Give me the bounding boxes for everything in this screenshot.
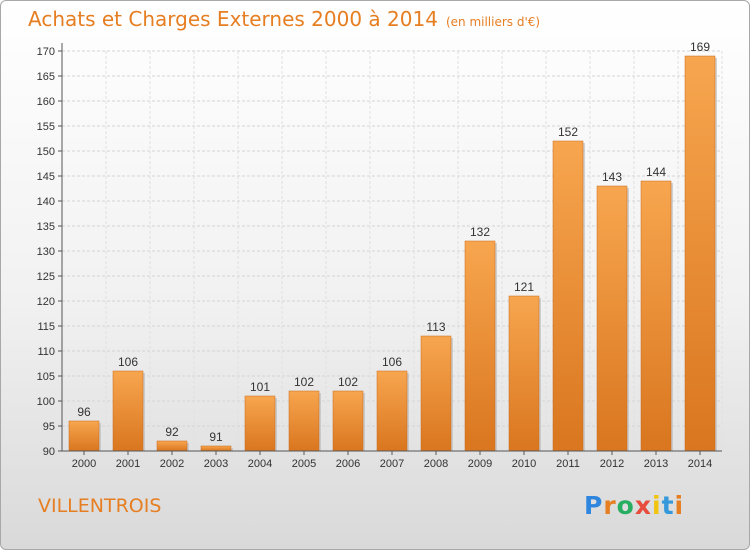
data-label-2014: 169 xyxy=(690,40,710,54)
bar-2010 xyxy=(508,295,540,452)
x-tick-label-2001: 2001 xyxy=(116,458,140,470)
y-tick-label: 160 xyxy=(37,96,55,108)
y-tick-label: 135 xyxy=(37,221,55,233)
logo-letter: i xyxy=(674,491,685,520)
x-tick-label-2008: 2008 xyxy=(424,458,448,470)
bar-2012 xyxy=(596,185,628,452)
data-label-2002: 92 xyxy=(165,425,179,439)
y-tick-label: 125 xyxy=(37,271,55,283)
x-tick-label-2013: 2013 xyxy=(644,458,668,470)
x-tick-label-2009: 2009 xyxy=(468,458,492,470)
logo-letter: t xyxy=(661,491,675,520)
y-tick-label: 95 xyxy=(43,421,55,433)
chart-title-text: Achats et Charges Externes 2000 à 2014 xyxy=(28,7,438,31)
bar-2011 xyxy=(552,140,584,452)
logo-letter: i xyxy=(652,491,662,520)
data-label-2009: 132 xyxy=(470,225,490,239)
axes: 90 95 100 105 110 115 120 125 130 135 140 145 150 155… xyxy=(37,43,722,470)
y-tick-label: 115 xyxy=(37,321,55,333)
x-tick-label-2010: 2010 xyxy=(512,458,536,470)
chart-unit: (en milliers d'€) xyxy=(445,15,541,29)
bar-2001 xyxy=(112,370,144,452)
data-label-2008: 113 xyxy=(426,320,445,334)
y-tick-label: 140 xyxy=(37,196,55,208)
bar-2014 xyxy=(684,55,716,452)
bars xyxy=(68,55,717,452)
y-tick-label: 105 xyxy=(37,371,55,383)
x-tick-label-2007: 2007 xyxy=(380,458,404,470)
x-tick-label-2002: 2002 xyxy=(160,458,184,470)
bar-2013 xyxy=(640,180,672,452)
bar-2003 xyxy=(200,445,232,452)
data-label-2006: 102 xyxy=(338,375,358,389)
data-label-2005: 102 xyxy=(294,375,314,389)
logo-letter: x xyxy=(634,491,652,520)
bar-2008 xyxy=(420,335,452,452)
logo-letter: r xyxy=(603,491,617,520)
data-label-2001: 106 xyxy=(118,355,138,369)
bar-2004 xyxy=(244,395,276,452)
x-tick-label-2006: 2006 xyxy=(336,458,360,470)
data-label-2011: 152 xyxy=(558,125,578,139)
data-label-2012: 143 xyxy=(602,170,622,184)
y-tick-label: 150 xyxy=(37,146,55,158)
chart-title: Achats et Charges Externes 2000 à 2014 (e… xyxy=(28,7,540,31)
x-tick-label-2003: 2003 xyxy=(204,458,228,470)
bar-2000 xyxy=(68,420,100,452)
logo-letter: o xyxy=(616,491,635,520)
bar-2006 xyxy=(332,390,364,452)
x-tick-label-2005: 2005 xyxy=(292,458,316,470)
y-tick-label: 155 xyxy=(37,121,55,133)
y-tick-label: 165 xyxy=(37,71,55,83)
x-tick-label-2011: 2011 xyxy=(556,458,580,470)
x-tick-label-2004: 2004 xyxy=(248,458,272,470)
data-label-2004: 101 xyxy=(250,380,270,394)
data-label-2003: 91 xyxy=(209,430,223,444)
y-tick-label: 170 xyxy=(37,46,55,58)
y-tick-label: 145 xyxy=(37,171,55,183)
data-label-2007: 106 xyxy=(382,355,402,369)
y-tick-label: 110 xyxy=(37,346,55,358)
y-tick-label: 120 xyxy=(37,296,55,308)
y-tick-label: 130 xyxy=(37,246,55,258)
y-tick-label: 90 xyxy=(43,446,55,458)
data-labels: 96 106 92 91 101 102 102 106 113 132 121 152 143 144 1… xyxy=(77,40,710,444)
data-label-2010: 121 xyxy=(514,280,534,294)
logo-letter: P xyxy=(584,491,604,520)
x-tick-label-2014: 2014 xyxy=(688,458,712,470)
proxiti-logo: Proxiti xyxy=(584,491,684,520)
bar-2007 xyxy=(376,370,408,452)
y-tick-label: 100 xyxy=(37,396,55,408)
bar-2002 xyxy=(156,440,188,452)
x-tick-label-2012: 2012 xyxy=(600,458,624,470)
bar-2009 xyxy=(464,240,496,452)
data-label-2013: 144 xyxy=(646,165,666,179)
data-label-2000: 96 xyxy=(77,405,91,419)
commune-name: VILLENTROIS xyxy=(38,495,162,517)
x-tick-label-2000: 2000 xyxy=(72,458,96,470)
bar-2005 xyxy=(288,390,320,452)
